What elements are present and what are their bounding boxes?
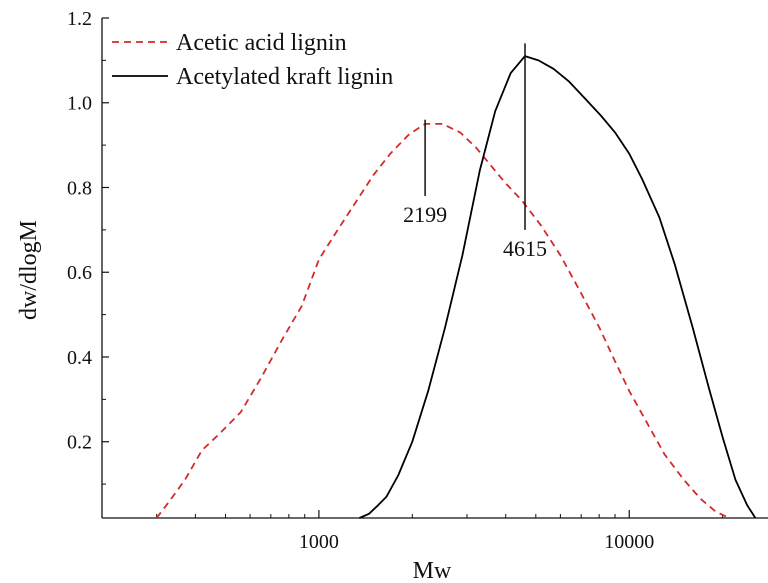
y-tick-label: 0.6 [67,262,92,284]
x-tick-label: 1000 [299,531,339,553]
axes [101,18,768,519]
x-axis-title: Mw [413,558,452,583]
peak-annotation-label: 2199 [403,202,447,227]
legend: Acetic acid lignin Acetylated kraft ligni… [112,30,393,90]
y-tick-label: 1.0 [67,93,92,115]
x-tick-label: 10000 [604,531,654,553]
ticks: 0.2 0.4 0.6 0.8 1.0 1.2 1000 10000 [67,8,724,553]
y-tick-label: 0.4 [67,347,92,369]
y-tick-label: 0.8 [67,177,92,199]
series-line-1 [155,123,730,519]
y-axis-title: dw/dlogM [16,220,42,320]
annotations: 2199 4615 [403,43,547,261]
y-tick-label: 1.2 [67,8,92,30]
series-layer [155,55,757,519]
legend-label-1: Acetic acid lignin [176,30,347,56]
series-line-2 [359,55,757,519]
y-tick-label: 0.2 [67,432,92,454]
legend-label-2: Acetylated kraft lignin [176,64,393,90]
peak-annotation-label: 4615 [503,236,547,261]
